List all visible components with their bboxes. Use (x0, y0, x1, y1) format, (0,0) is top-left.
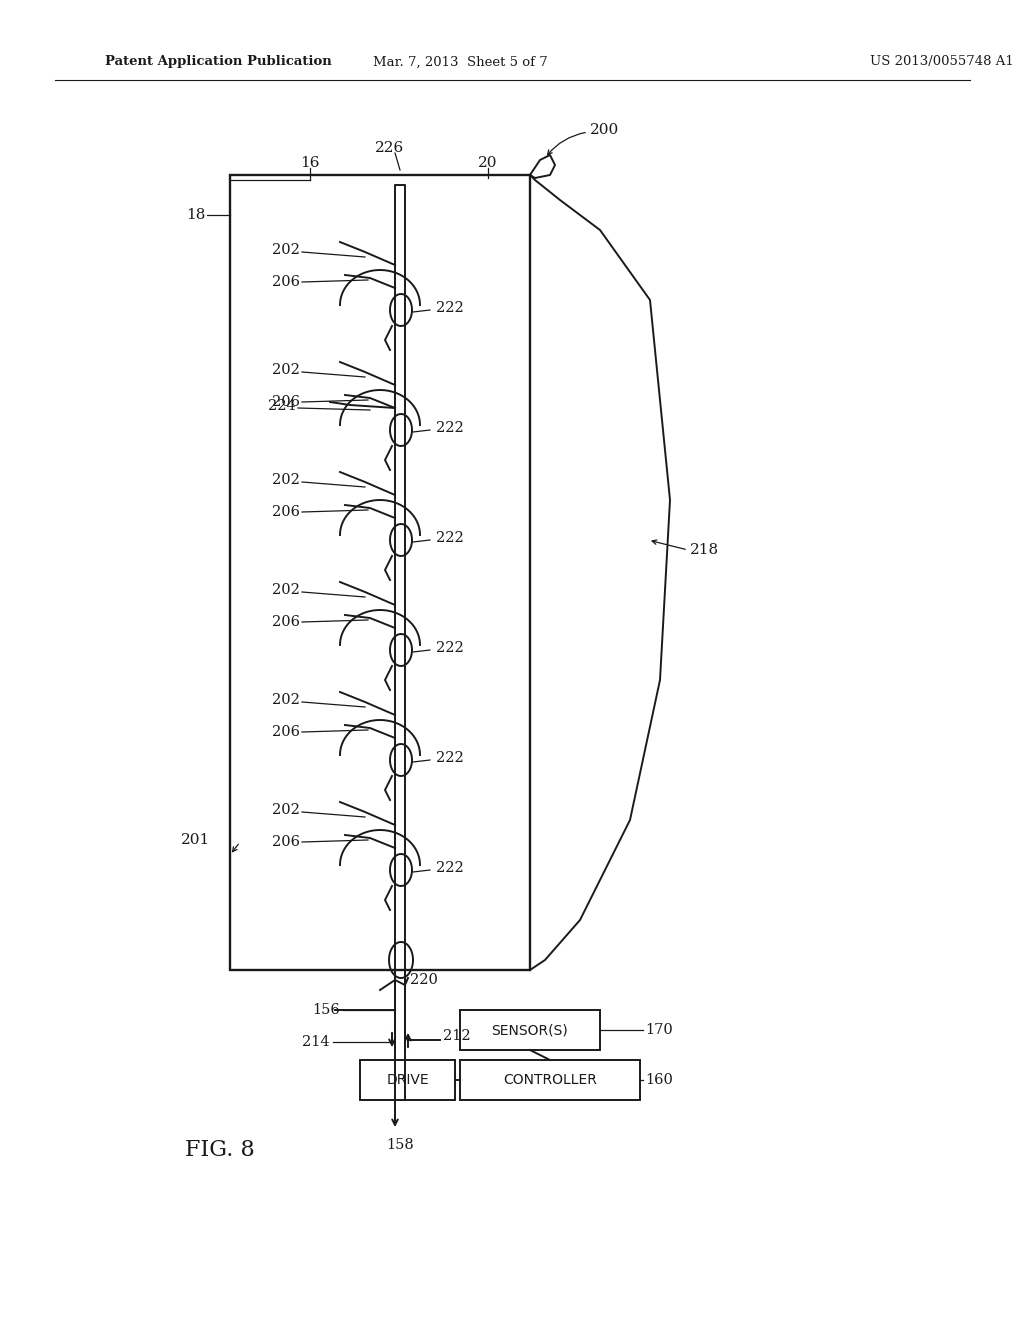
Text: 206: 206 (272, 506, 300, 519)
Text: 206: 206 (272, 725, 300, 739)
Text: FIG. 8: FIG. 8 (185, 1139, 255, 1162)
Bar (230, 176, 530, 970)
Text: 202: 202 (272, 803, 300, 817)
Text: 201: 201 (181, 833, 210, 847)
Text: 214: 214 (302, 1035, 330, 1049)
Text: 212: 212 (443, 1030, 471, 1043)
Text: 222: 222 (436, 751, 464, 766)
Text: US 2013/0055748 A1: US 2013/0055748 A1 (870, 55, 1014, 69)
Bar (460, 1010, 600, 1049)
Text: 222: 222 (436, 421, 464, 436)
Text: 206: 206 (272, 615, 300, 630)
Text: 222: 222 (436, 861, 464, 875)
Text: 202: 202 (272, 583, 300, 597)
Text: 202: 202 (272, 473, 300, 487)
Text: 220: 220 (410, 973, 438, 987)
Text: 158: 158 (386, 1138, 414, 1152)
Text: 18: 18 (185, 209, 205, 222)
Text: 206: 206 (272, 836, 300, 849)
Text: 206: 206 (272, 395, 300, 409)
Text: SENSOR(S): SENSOR(S) (492, 1023, 568, 1038)
Text: 202: 202 (272, 243, 300, 257)
Bar (360, 1060, 455, 1100)
Text: 206: 206 (272, 275, 300, 289)
Text: 20: 20 (478, 156, 498, 170)
Text: 16: 16 (300, 156, 319, 170)
Text: DRIVE: DRIVE (386, 1073, 429, 1086)
Text: 222: 222 (436, 531, 464, 545)
Text: Patent Application Publication: Patent Application Publication (105, 55, 332, 69)
Text: 170: 170 (645, 1023, 673, 1038)
Text: 226: 226 (376, 141, 404, 154)
Text: 224: 224 (268, 399, 296, 413)
Text: Mar. 7, 2013  Sheet 5 of 7: Mar. 7, 2013 Sheet 5 of 7 (373, 55, 548, 69)
Text: 156: 156 (312, 1003, 340, 1016)
Text: 202: 202 (272, 363, 300, 378)
Text: 222: 222 (436, 642, 464, 655)
Text: 218: 218 (690, 543, 719, 557)
Text: CONTROLLER: CONTROLLER (503, 1073, 597, 1086)
Text: 202: 202 (272, 693, 300, 708)
Text: 160: 160 (645, 1073, 673, 1086)
Text: 222: 222 (436, 301, 464, 315)
Bar (460, 1060, 640, 1100)
Text: 200: 200 (590, 123, 620, 137)
